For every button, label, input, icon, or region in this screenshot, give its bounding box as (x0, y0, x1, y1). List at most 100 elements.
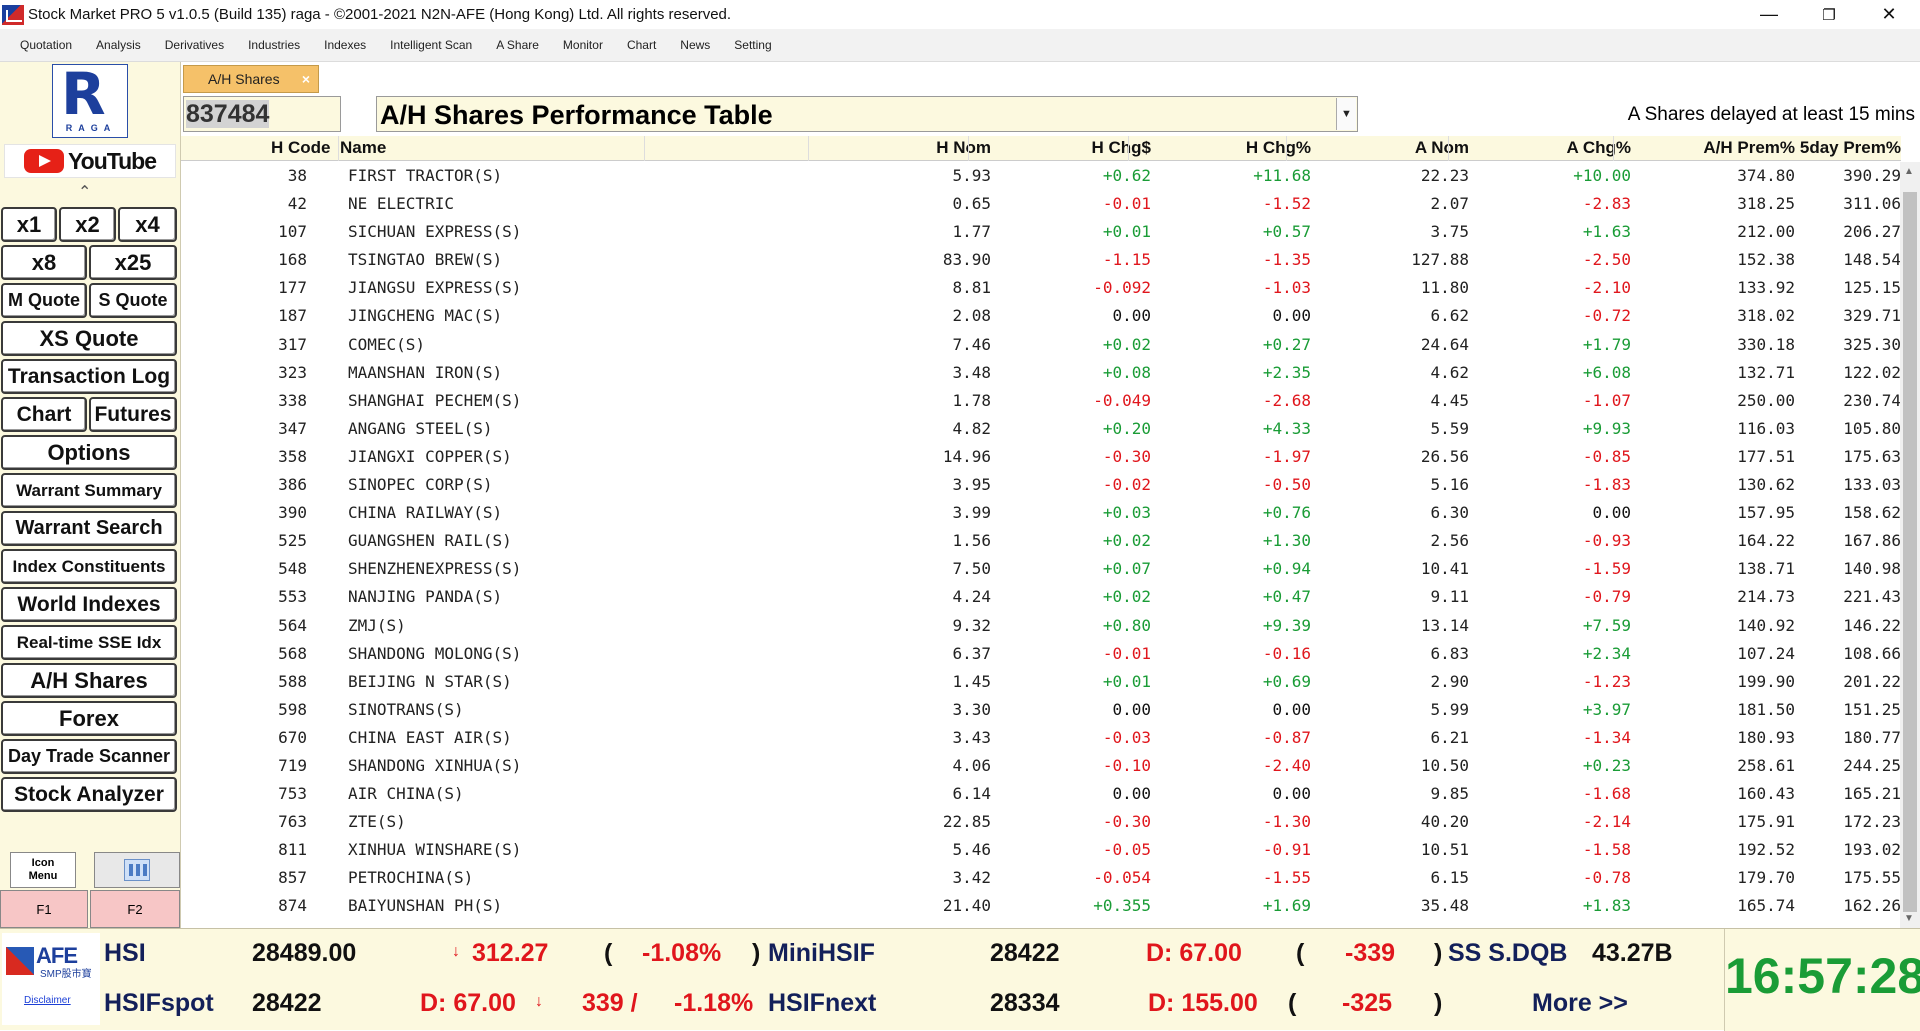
minimize-icon[interactable]: — (1760, 4, 1778, 24)
stock-analyzer-button[interactable]: Stock Analyzer (1, 777, 177, 812)
table-row[interactable]: 390 CHINA RAILWAY(S) 3.99 +0.03 +0.76 6.30 0.0… (181, 499, 1901, 527)
menu-news[interactable]: News (680, 38, 711, 52)
scroll-down-arrow-icon[interactable]: ▼ (1904, 913, 1914, 924)
table-row[interactable]: 525 GUANGSHEN RAIL(S) 1.56 +0.02 +1.30 2.56 -0… (181, 527, 1901, 555)
icon-menu-button[interactable]: Icon Menu (10, 852, 76, 888)
menu-intelligent-scan[interactable]: Intelligent Scan (390, 38, 473, 52)
menu-monitor[interactable]: Monitor (562, 38, 603, 52)
table-row[interactable]: 598 SINOTRANS(S) 3.30 0.00 0.00 5.99 +3.97 181.… (181, 696, 1901, 724)
x25-button[interactable]: x25 (89, 245, 177, 280)
table-row[interactable]: 338 SHANGHAI PECHEM(S) 1.78 -0.049 -2.68 4.45… (181, 387, 1901, 415)
cell-h-chg: -0.054 (1093, 868, 1151, 888)
table-row[interactable]: 548 SHENZHENEXPRESS(S) 7.50 +0.07 +0.94 10.41… (181, 555, 1901, 583)
realtime-sse-idx-button[interactable]: Real-time SSE Idx (1, 625, 177, 660)
scrollbar-thumb[interactable] (1903, 192, 1917, 912)
table-row[interactable]: 386 SINOPEC CORP(S) 3.95 -0.02 -0.50 5.16 -1.8… (181, 471, 1901, 499)
table-row[interactable]: 358 JIANGXI COPPER(S) 14.96 -0.30 -1.97 26.56… (181, 443, 1901, 471)
col-h-nom[interactable]: H Nom (936, 138, 991, 157)
table-row[interactable]: 564 ZMJ(S) 9.32 +0.80 +9.39 13.14 +7.59 140.92 1… (181, 612, 1901, 640)
table-row[interactable]: 177 JIANGSU EXPRESS(S) 8.81 -0.092 -1.03 11.8… (181, 274, 1901, 302)
menu-indexes[interactable]: Indexes (324, 38, 367, 52)
table-row[interactable]: 874 BAIYUNSHAN PH(S) 21.40 +0.355 +1.69 35.48… (181, 892, 1901, 920)
menu-analysis[interactable]: Analysis (96, 38, 141, 52)
index-constituents-button[interactable]: Index Constituents (1, 549, 177, 584)
scroll-up-icon[interactable]: ⌃ (78, 184, 92, 201)
warrant-summary-button[interactable]: Warrant Summary (1, 473, 177, 508)
f2-button[interactable]: F2 (90, 890, 180, 928)
table-row[interactable]: 42 NE ELECTRIC 0.65 -0.01 -1.52 2.07 -2.83 318.… (181, 190, 1901, 218)
f1-button[interactable]: F1 (0, 890, 88, 928)
table-row[interactable]: 187 JINGCHENG MAC(S) 2.08 0.00 0.00 6.62 -0.72… (181, 302, 1901, 330)
x1-button[interactable]: x1 (1, 207, 57, 242)
table-selector[interactable]: A/H Shares Performance Table ▼ (376, 96, 1358, 132)
menu-quotation[interactable]: Quotation (20, 38, 73, 52)
table-row[interactable]: 317 COMEC(S) 7.46 +0.02 +0.27 24.64 +1.79 330.1… (181, 331, 1901, 359)
vertical-scrollbar[interactable]: ▲ ▼ (1900, 162, 1920, 928)
table-row[interactable]: 588 BEIJING N STAR(S) 1.45 +0.01 +0.69 2.90 -1… (181, 668, 1901, 696)
table-row[interactable]: 811 XINHUA WINSHARE(S) 5.46 -0.05 -0.91 10.51… (181, 836, 1901, 864)
chevron-down-icon[interactable]: ▼ (1336, 98, 1356, 130)
xs-quote-button[interactable]: XS Quote (1, 321, 177, 356)
ah-shares-button[interactable]: A/H Shares (1, 663, 177, 698)
cell-a-chgp: -2.50 (1582, 250, 1631, 270)
afe-logo[interactable]: AFE SMP股市寶 Disclaimer (2, 933, 100, 1025)
menu-setting[interactable]: Setting (734, 38, 772, 52)
options-button[interactable]: Options (1, 435, 177, 470)
col-a-chgp[interactable]: A Chg% (1566, 138, 1631, 157)
table-row[interactable]: 670 CHINA EAST AIR(S) 3.43 -0.03 -0.87 6.21 -1… (181, 724, 1901, 752)
menu-a-share[interactable]: A Share (496, 38, 539, 52)
table-row[interactable]: 753 AIR CHINA(S) 6.14 0.00 0.00 9.85 -1.68 160.… (181, 780, 1901, 808)
menu-industries[interactable]: Industries (248, 38, 301, 52)
x4-button[interactable]: x4 (118, 207, 177, 242)
chart-button[interactable]: Chart (1, 397, 87, 432)
menu-chart[interactable]: Chart (626, 38, 657, 52)
transaction-log-button[interactable]: Transaction Log (1, 359, 177, 394)
table-row[interactable]: 168 TSINGTAO BREW(S) 83.90 -1.15 -1.35 127.88… (181, 246, 1901, 274)
world-indexes-button[interactable]: World Indexes (1, 587, 177, 622)
youtube-button[interactable]: YouTube (4, 144, 176, 178)
cell-ah-prem: 177.51 (1737, 446, 1795, 466)
tab-close-icon[interactable]: × (301, 71, 310, 87)
col-a-nom[interactable]: A Nom (1414, 138, 1469, 157)
table-row[interactable]: 38 FIRST TRACTOR(S) 5.93 +0.62 +11.68 22.23 +1… (181, 162, 1901, 190)
scroll-up-arrow-icon[interactable]: ▲ (1904, 166, 1914, 177)
menu-derivatives[interactable]: Derivatives (164, 38, 225, 52)
futures-button[interactable]: Futures (89, 397, 177, 432)
cell-h-chg: +0.80 (1102, 615, 1151, 635)
disclaimer-link[interactable]: Disclaimer (24, 995, 71, 1006)
table-row[interactable]: 763 ZTE(S) 22.85 -0.30 -1.30 40.20 -2.14 175.91… (181, 808, 1901, 836)
cell-h-nom: 9.32 (952, 615, 991, 635)
col-ah-prem[interactable]: A/H Prem% (1703, 138, 1795, 157)
table-row[interactable]: 323 MAANSHAN IRON(S) 3.48 +0.08 +2.35 4.62 +6.… (181, 359, 1901, 387)
cell-h-nom: 14.96 (942, 446, 991, 466)
col-h-code[interactable]: H Code (271, 138, 331, 157)
warrant-search-button[interactable]: Warrant Search (1, 511, 177, 546)
raga-logo[interactable]: R RAGA (52, 64, 128, 138)
table-row[interactable]: 719 SHANDONG XINHUA(S) 4.06 -0.10 -2.40 10.50… (181, 752, 1901, 780)
cell-name: ANGANG STEEL(S) (348, 418, 493, 438)
col-5day-prem[interactable]: 5day Prem% (1799, 138, 1901, 157)
stock-code-input[interactable]: 837484 (183, 96, 341, 132)
cell-ah-prem: 214.73 (1737, 587, 1795, 607)
table-row[interactable]: 568 SHANDONG MOLONG(S) 6.37 -0.01 -0.16 6.83 +… (181, 640, 1901, 668)
s-quote-button[interactable]: S Quote (89, 283, 177, 318)
tab-ah-shares[interactable]: A/H Shares × (183, 65, 319, 93)
col-name[interactable]: Name (340, 138, 387, 157)
cell-name: PETROCHINA(S) (348, 868, 474, 888)
table-row[interactable]: 857 PETROCHINA(S) 3.42 -0.054 -1.55 6.15 -0.78… (181, 864, 1901, 892)
grid-view-icon[interactable] (94, 852, 180, 888)
table-row[interactable]: 347 ANGANG STEEL(S) 4.82 +0.20 +4.33 5.59 +9.9… (181, 415, 1901, 443)
x2-button[interactable]: x2 (59, 207, 116, 242)
more-link[interactable]: More >> (1532, 989, 1628, 1017)
col-h-chg[interactable]: H Chg$ (1091, 138, 1152, 157)
m-quote-button[interactable]: M Quote (1, 283, 87, 318)
forex-button[interactable]: Forex (1, 701, 177, 736)
restore-icon[interactable]: ❐ (1822, 6, 1836, 24)
x8-button[interactable]: x8 (1, 245, 87, 280)
close-window-icon[interactable]: ✕ (1881, 4, 1897, 24)
cell-h-code: 323 (278, 362, 307, 382)
table-row[interactable]: 553 NANJING PANDA(S) 4.24 +0.02 +0.47 9.11 -0.… (181, 583, 1901, 611)
day-trade-scanner-button[interactable]: Day Trade Scanner (1, 739, 177, 774)
col-h-chgp[interactable]: H Chg% (1245, 138, 1311, 157)
table-row[interactable]: 107 SICHUAN EXPRESS(S) 1.77 +0.01 +0.57 3.75 +… (181, 218, 1901, 246)
